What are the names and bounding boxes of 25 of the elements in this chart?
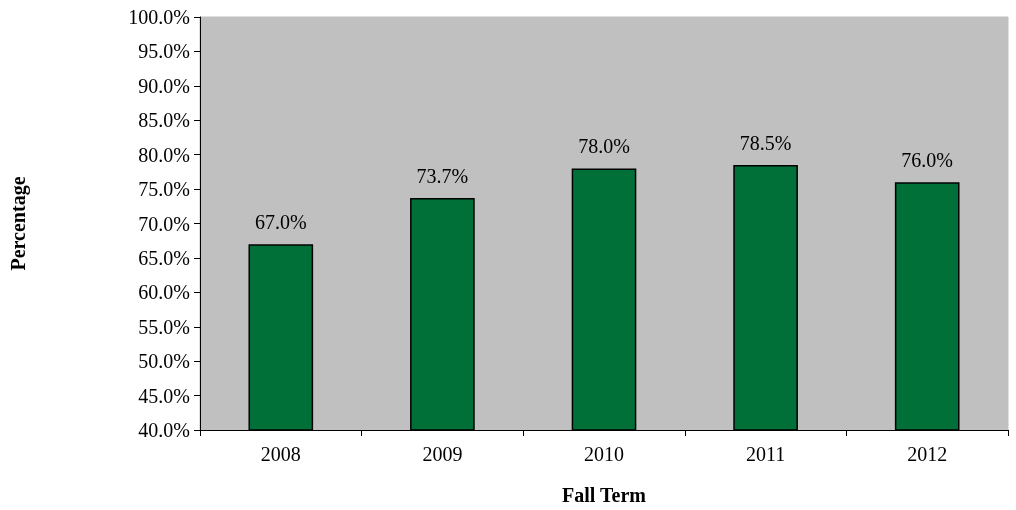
data-label: 76.0% xyxy=(901,149,954,172)
x-tick-label: 2010 xyxy=(584,443,624,465)
y-tick-label: 60.0% xyxy=(138,281,190,304)
x-tick-label: 2012 xyxy=(907,443,948,465)
y-tick-label: 65.0% xyxy=(138,246,190,269)
y-tick-label: 70.0% xyxy=(138,212,190,235)
y-tick-label: 85.0% xyxy=(138,109,190,132)
x-tick-label: 2008 xyxy=(260,443,301,465)
x-axis-title: Fall Term xyxy=(562,484,647,506)
y-axis-title: Percentage xyxy=(7,176,30,271)
y-tick-label: 55.0% xyxy=(138,315,190,338)
data-label: 78.5% xyxy=(739,131,792,154)
y-tick-label: 75.0% xyxy=(138,178,190,201)
y-tick-label: 80.0% xyxy=(138,143,190,166)
y-tick-label: 100.0% xyxy=(128,6,190,28)
y-tick-label: 40.0% xyxy=(138,419,190,441)
y-tick-label: 45.0% xyxy=(138,384,190,407)
data-label: 67.0% xyxy=(254,211,307,234)
y-tick-label: 95.0% xyxy=(138,40,190,63)
data-label: 73.7% xyxy=(416,165,469,188)
y-tick-label: 90.0% xyxy=(138,74,190,97)
x-tick-label: 2011 xyxy=(745,443,786,465)
data-label: 78.0% xyxy=(578,135,630,158)
x-tick-label: 2009 xyxy=(422,443,463,465)
y-tick-label: 50.0% xyxy=(138,350,190,373)
